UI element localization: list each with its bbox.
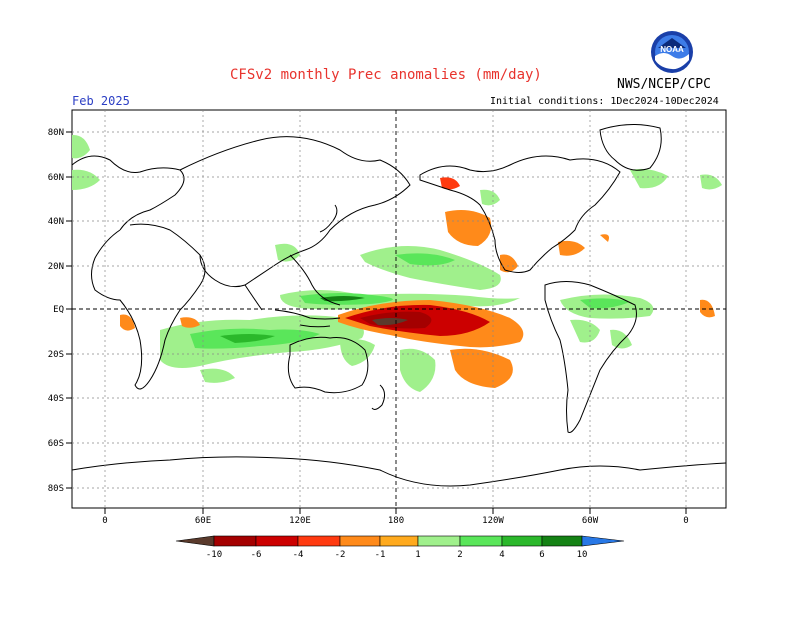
- svg-text:NOAA: NOAA: [660, 45, 684, 54]
- lon-label-60e: 60E: [195, 516, 211, 526]
- colorbar-label: 1: [415, 550, 420, 560]
- graticule: [72, 110, 726, 508]
- lon-label-120e: 120E: [289, 516, 311, 526]
- coastlines: [71, 124, 727, 487]
- colorbar-label: -4: [293, 550, 304, 560]
- colorbar-bin: [417, 535, 461, 547]
- colorbar-bin: [339, 535, 381, 547]
- initial-conditions: Initial conditions: 1Dec2024-10Dec2024: [490, 96, 719, 107]
- agency-label: NWS/NCEP/CPC: [617, 77, 711, 92]
- lon-label-0: 0: [102, 516, 107, 526]
- colorbar-label: -6: [251, 550, 262, 560]
- colorbar-bin: [297, 535, 341, 547]
- colorbar-bin: [379, 535, 419, 547]
- lat-label-60n: 60N: [48, 173, 64, 183]
- chart-title: CFSv2 monthly Prec anomalies (mm/day): [230, 67, 542, 83]
- colorbar-bin-highest: [581, 535, 625, 547]
- colorbar-label: 6: [539, 550, 544, 560]
- colorbar-label: -10: [206, 550, 222, 560]
- lon-label-0-east: 0: [683, 516, 688, 526]
- colorbar-bin: [255, 535, 299, 547]
- lat-label-60s: 60S: [48, 439, 64, 449]
- colorbar: [175, 535, 625, 547]
- anomaly-shading: [72, 134, 722, 392]
- colorbar-label: 10: [577, 550, 588, 560]
- lon-label-120w: 120W: [482, 516, 504, 526]
- lon-label-60w: 60W: [582, 516, 599, 526]
- lat-label-80s: 80S: [48, 484, 64, 494]
- target-month: Feb 2025: [72, 94, 130, 108]
- lat-label-40s: 40S: [48, 394, 64, 404]
- lat-label-40n: 40N: [48, 217, 64, 227]
- lat-label-80n: 80N: [48, 128, 64, 138]
- colorbar-label: -2: [335, 550, 346, 560]
- colorbar-label: 4: [499, 550, 504, 560]
- equator-dateline: [72, 110, 726, 508]
- lat-label-eq: EQ: [53, 305, 64, 315]
- lon-label-180: 180: [388, 516, 404, 526]
- lat-label-20n: 20N: [48, 262, 64, 272]
- lat-label-20s: 20S: [48, 350, 64, 360]
- colorbar-bin: [541, 535, 583, 547]
- colorbar-label: 2: [457, 550, 462, 560]
- colorbar-label: -1: [375, 550, 386, 560]
- tick-marks: [66, 131, 687, 514]
- colorbar-bin: [501, 535, 543, 547]
- noaa-logo: NOAA: [650, 30, 694, 74]
- colorbar-bin: [213, 535, 257, 547]
- colorbar-bin-lowest: [175, 535, 215, 547]
- colorbar-bin: [459, 535, 503, 547]
